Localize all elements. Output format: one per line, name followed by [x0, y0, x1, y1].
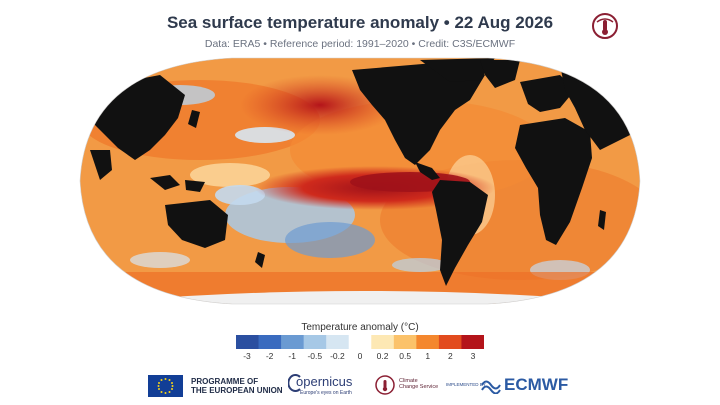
colorbar-tick-label: 0.2	[376, 351, 389, 361]
copernicus-wordmark: opernicus	[296, 374, 353, 389]
colorbar-segment	[393, 335, 417, 349]
colorbar-segment	[348, 335, 372, 349]
colorbar-ticks: -3 -2 -1 -0.5 -0.2 0 0.2 0.5 1 2 3	[0, 351, 720, 363]
colorbar-tick-label: -2	[265, 351, 274, 361]
colorbar-tick-label: -0.5	[307, 351, 323, 361]
colorbar-segment	[438, 335, 462, 349]
eu-flag-icon	[148, 375, 183, 397]
colorbar-segment	[461, 335, 484, 349]
copernicus-logo: opernicus Europe's eyes on Earth	[288, 372, 360, 398]
page-subtitle: Data: ERA5 • Reference period: 1991–2020…	[204, 38, 516, 50]
colorbar-segment	[416, 335, 440, 349]
ecmwf-waves-icon	[481, 380, 501, 394]
colorbar-tick-label: 0.5	[399, 351, 412, 361]
ecmwf-wordmark: ECMWF	[504, 375, 569, 394]
colorbar-tick-label: 1	[425, 351, 431, 361]
colorbar-segment	[371, 335, 395, 349]
colorbar-tick-label: 3	[470, 351, 476, 361]
copernicus-tagline: Europe's eyes on Earth	[300, 390, 352, 396]
colorbar-segment	[236, 335, 260, 349]
colorbar-tick-label: -0.2	[330, 351, 345, 361]
ocean-field	[80, 58, 640, 304]
ecmwf-logo: ECMWF	[480, 373, 590, 397]
c3s-line-2: Change Service	[399, 384, 439, 390]
c3s-logo-icon	[375, 375, 395, 395]
eu-programme-text: PROGRAMME OF THE EUROPEAN UNION	[191, 377, 283, 395]
legend-title: Temperature anomaly (°C)	[301, 322, 419, 333]
implemented-by-text: IMPLEMENTED BY	[446, 382, 486, 387]
colorbar-tick-label: -3	[243, 351, 251, 361]
footer-logos: PROGRAMME OF THE EUROPEAN UNION opernicu…	[0, 370, 720, 400]
colorbar-segment	[326, 335, 350, 349]
colorbar-segment	[303, 335, 327, 349]
colorbar-tick-label: 0	[357, 351, 363, 361]
c3s-line-1: Climate	[399, 378, 418, 384]
copernicus-c-icon	[288, 374, 301, 392]
colorbar	[236, 335, 484, 349]
eu-line-2: THE EUROPEAN UNION	[191, 386, 283, 395]
colorbar-segment	[258, 335, 282, 349]
c3s-text: Climate Change Service	[399, 378, 443, 390]
colorbar-segment	[281, 335, 305, 349]
colorbar-tick-label: -1	[288, 351, 296, 361]
colorbar-tick-label: 2	[448, 351, 453, 361]
eu-line-1: PROGRAMME OF	[191, 377, 259, 386]
thermometer-swirl-icon	[592, 13, 618, 39]
page-title: Sea surface temperature anomaly • 22 Aug…	[166, 13, 554, 32]
